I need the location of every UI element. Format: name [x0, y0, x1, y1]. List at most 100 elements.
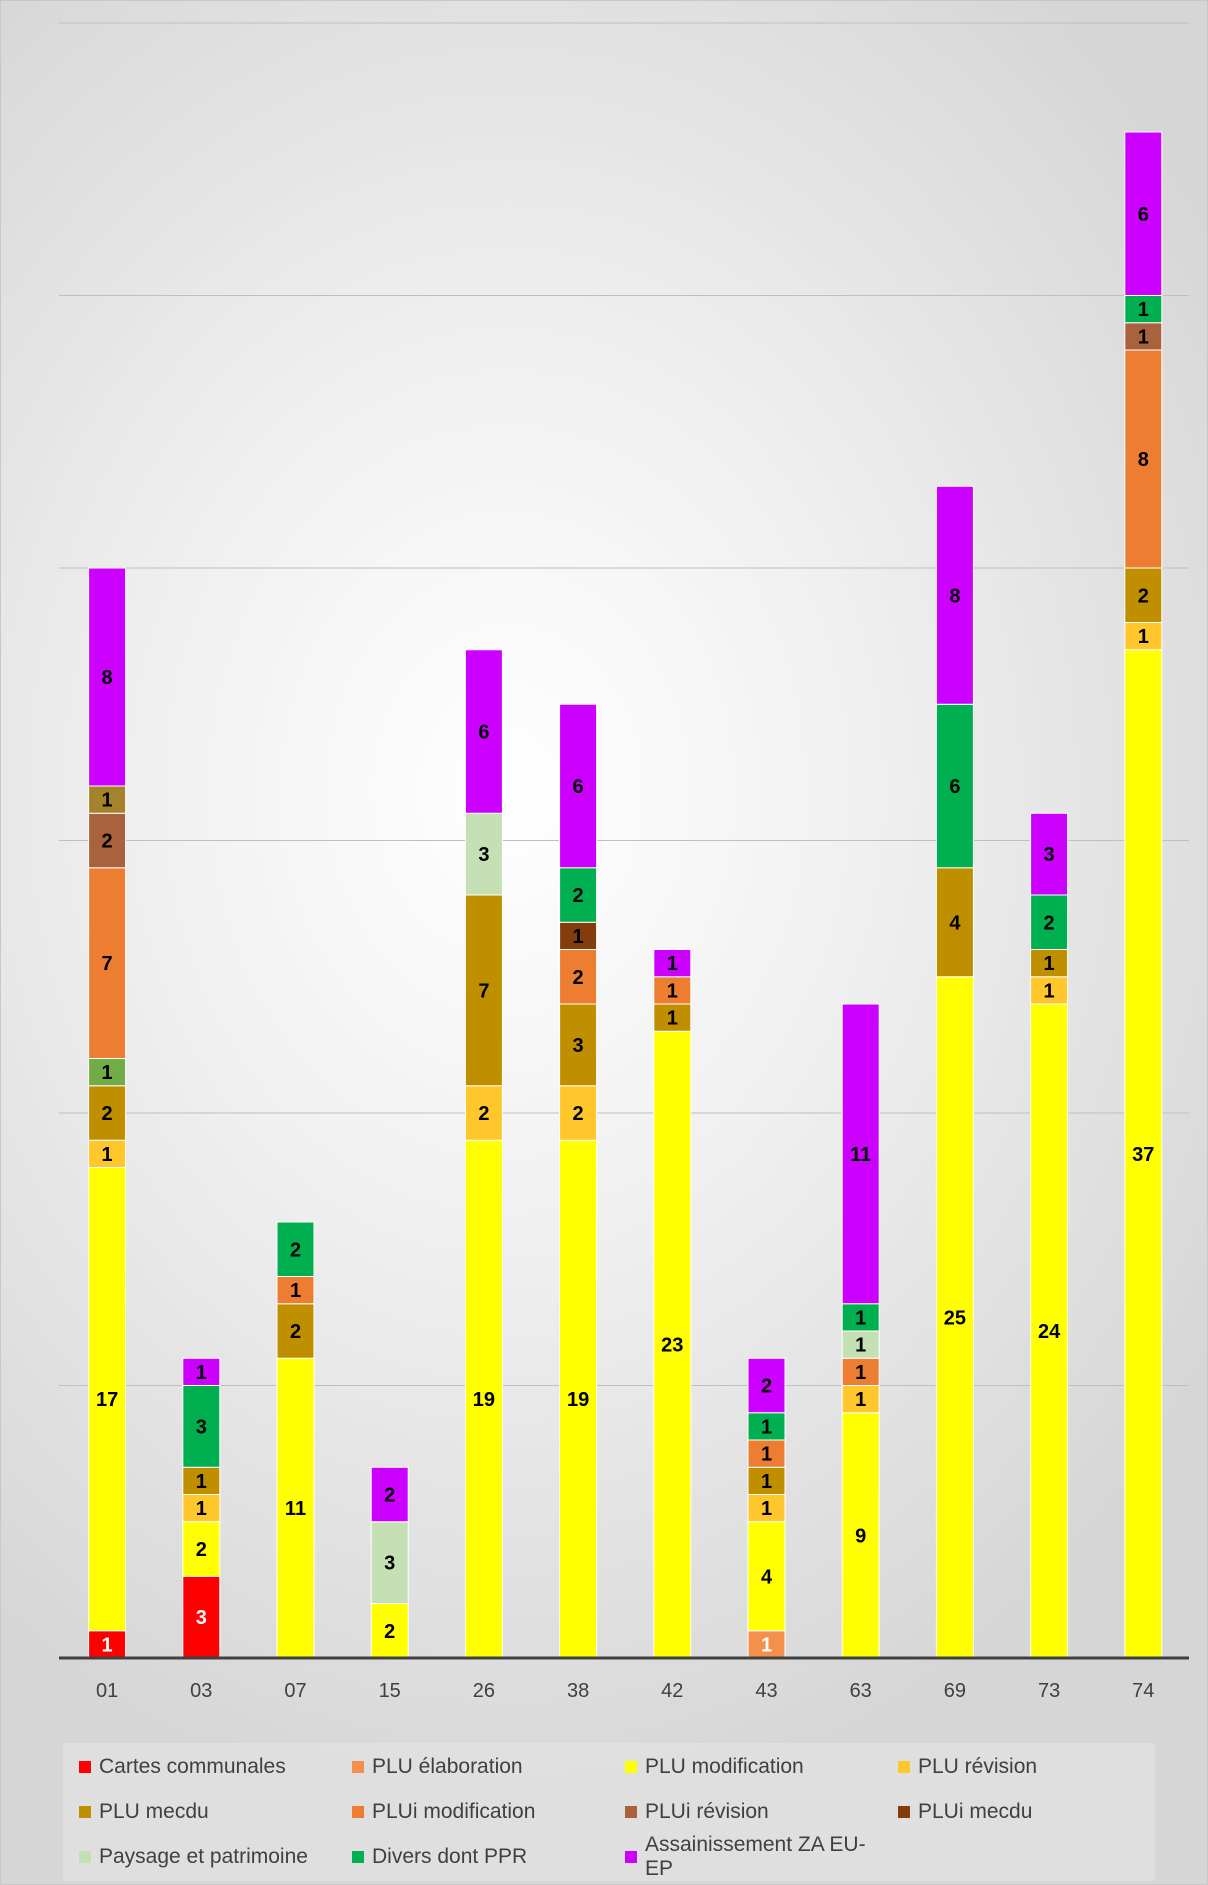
bar-segment [747, 1412, 786, 1441]
data-label: 19 [473, 1389, 495, 1411]
data-label: 2 [196, 1539, 207, 1561]
bar-segment [747, 1521, 786, 1632]
bar-segment [464, 649, 503, 814]
bar-segment [747, 1357, 786, 1414]
bar-segment [935, 485, 974, 705]
data-label: 2 [573, 885, 584, 907]
legend-swatch [352, 1761, 364, 1773]
bar-segment [370, 1521, 409, 1604]
data-label: 1 [290, 1280, 301, 1302]
bar-segment [653, 949, 692, 978]
bar-segment [841, 1003, 880, 1305]
legend-swatch [625, 1761, 637, 1773]
x-tick-label: 69 [944, 1680, 966, 1702]
x-tick-label: 26 [473, 1680, 495, 1702]
data-label: 1 [196, 1498, 207, 1520]
data-label: 4 [761, 1566, 773, 1588]
legend-item: Divers dont PPR [336, 1835, 609, 1880]
legend-swatch [625, 1806, 637, 1818]
data-label: 1 [761, 1498, 772, 1520]
bar-segment [935, 976, 974, 1659]
data-label: 2 [1138, 585, 1149, 607]
bar-segment [464, 1139, 503, 1659]
data-label: 3 [196, 1607, 207, 1629]
legend-item: PLU modification [609, 1745, 882, 1790]
data-label: 1 [855, 1362, 866, 1384]
data-label: 37 [1132, 1144, 1154, 1166]
bar-segment [935, 703, 974, 869]
legend-item: PLU révision [882, 1745, 1155, 1790]
data-label: 1 [761, 1444, 772, 1466]
x-tick-label: 42 [661, 1680, 683, 1702]
legend-label: PLU révision [918, 1755, 1038, 1778]
bar-segment [464, 894, 503, 1087]
legend-item: PLUi mecdu [882, 1790, 1155, 1835]
data-label: 2 [761, 1376, 772, 1398]
data-label: 6 [573, 776, 584, 798]
bar-segment [1030, 949, 1069, 978]
legend-label: Divers dont PPR [372, 1845, 528, 1868]
data-label: 1 [1044, 980, 1055, 1002]
bar-segment [370, 1466, 409, 1523]
legend-label: PLU modification [645, 1755, 804, 1778]
legend-label: Cartes communales [99, 1755, 286, 1778]
legend-item: PLU élaboration [336, 1745, 609, 1790]
bar-segment [1030, 894, 1069, 950]
bar-segment [88, 867, 127, 1059]
bar-segment [653, 1030, 692, 1659]
bar-segment [559, 1003, 598, 1087]
bar-segment [88, 1167, 127, 1632]
data-label: 2 [573, 1103, 584, 1125]
data-label: 3 [1044, 844, 1055, 866]
x-tick-label: 15 [379, 1680, 401, 1702]
bar-segment [653, 976, 692, 1005]
data-label: 2 [384, 1485, 395, 1507]
bar-segment [182, 1357, 221, 1386]
x-tick-label: 38 [567, 1680, 589, 1702]
legend-item: Paysage et patrimoine [63, 1835, 336, 1880]
data-label: 1 [102, 1634, 113, 1656]
data-label: 2 [573, 967, 584, 989]
legend-label: Paysage et patrimoine [99, 1845, 308, 1868]
data-label: 17 [96, 1389, 118, 1411]
data-label: 2 [384, 1621, 395, 1643]
bar-segment [559, 703, 598, 869]
bar-segment [1124, 295, 1163, 324]
data-label: 1 [761, 1416, 772, 1438]
bar-segment [182, 1575, 221, 1659]
bar-segment [935, 867, 974, 978]
data-label: 7 [478, 980, 489, 1002]
data-label: 1 [855, 1335, 866, 1357]
data-label: 1 [667, 953, 678, 975]
legend-label: PLUi révision [645, 1800, 769, 1823]
data-label: 1 [102, 1144, 113, 1166]
legend-label: PLUi mecdu [918, 1800, 1033, 1823]
data-label: 1 [1044, 953, 1055, 975]
bar-segment [559, 1139, 598, 1659]
bar-segment [841, 1385, 880, 1414]
x-tick-label: 01 [96, 1680, 118, 1702]
data-label: 2 [102, 831, 113, 853]
legend-swatch [352, 1806, 364, 1818]
legend-swatch [79, 1851, 91, 1863]
bar-segment [559, 921, 598, 950]
data-label: 2 [290, 1321, 301, 1343]
bar-segment [88, 567, 127, 787]
bar-segment [747, 1630, 786, 1659]
bar-segment [370, 1603, 409, 1659]
legend-item: Cartes communales [63, 1745, 336, 1790]
bar-segment [747, 1439, 786, 1468]
data-label: 2 [102, 1103, 113, 1125]
legend-item: Assainissement ZA EU-EP [609, 1833, 882, 1880]
data-label: 3 [384, 1553, 395, 1575]
bar-segment [464, 812, 503, 896]
data-label: 2 [290, 1239, 301, 1261]
bar-segment [559, 1085, 598, 1141]
bar-segment [1030, 812, 1069, 896]
data-label: 3 [478, 844, 489, 866]
data-label: 24 [1038, 1321, 1061, 1343]
legend-label: PLU élaboration [372, 1755, 523, 1778]
bar-segment [88, 812, 127, 869]
data-label: 3 [573, 1035, 584, 1057]
